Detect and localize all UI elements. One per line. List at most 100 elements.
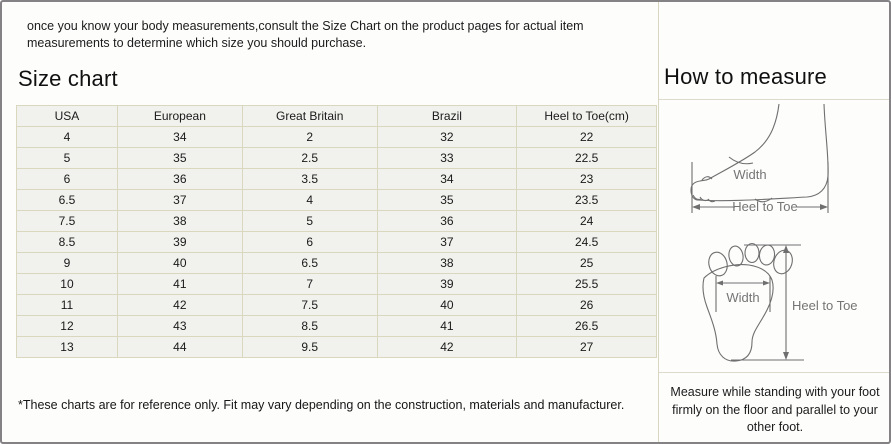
table-cell: 35 <box>116 147 243 169</box>
table-cell: 6 <box>16 168 118 190</box>
table-cell: 4 <box>241 189 378 211</box>
table-cell: 5 <box>241 210 378 232</box>
table-cell: 25 <box>516 252 657 274</box>
heel-to-toe-label: Heel to Toe <box>792 298 858 313</box>
foot-side-view-diagram: Width Heel to Toe <box>690 103 829 214</box>
table-header-row: USA European Great Britain Brazil Heel to To… <box>16 105 657 127</box>
table-row: 6.5 37 4 35 23.5 <box>16 189 657 211</box>
big-toe <box>708 251 728 277</box>
footnote-text: *These charts are for reference only. Fi… <box>18 398 625 412</box>
width-arrowhead-left <box>716 280 723 286</box>
table-cell: 38 <box>376 252 518 274</box>
table-header: USA European Great Britain Brazil Heel to To… <box>16 105 657 127</box>
table-row: 13 44 9.5 42 27 <box>16 336 657 358</box>
table-cell: 27 <box>516 336 657 358</box>
table-cell: 5 <box>16 147 118 169</box>
table-row: 8.5 39 6 37 24.5 <box>16 231 657 253</box>
column-header: Heel to Toe(cm) <box>516 105 657 127</box>
table-cell: 32 <box>376 126 518 148</box>
table-cell: 2 <box>241 126 378 148</box>
table-cell: 6.5 <box>241 252 378 274</box>
table-cell: 41 <box>116 273 243 295</box>
table-cell: 22.5 <box>516 147 657 169</box>
table-cell: 26.5 <box>516 315 657 337</box>
column-header: Brazil <box>376 105 518 127</box>
width-label: Width <box>726 290 759 305</box>
size-table-body: 4 34 2 32 22 5 35 2.5 33 22.5 6 36 3.5 34 23 6.5 37 4 35 23… <box>16 126 657 358</box>
arrowhead-left <box>692 204 700 210</box>
foot-print-diagram: Width Heel to Toe <box>702 242 858 362</box>
table-cell: 41 <box>376 315 518 337</box>
table-cell: 4 <box>16 126 118 148</box>
table-cell: 42 <box>116 294 243 316</box>
table-cell: 9.5 <box>241 336 378 358</box>
toe-3 <box>744 242 760 264</box>
width-label: Width <box>733 167 766 182</box>
table-cell: 22 <box>516 126 657 148</box>
toe-creases <box>692 194 716 203</box>
horizontal-divider-bottom <box>659 372 889 373</box>
intro-text: once you know your body measurements,con… <box>27 19 584 50</box>
table-cell: 35 <box>376 189 518 211</box>
table-cell: 43 <box>116 315 243 337</box>
table-cell: 7.5 <box>16 210 118 232</box>
table-row: 11 42 7.5 40 26 <box>16 294 657 316</box>
table-row: 5 35 2.5 33 22.5 <box>16 147 657 169</box>
table-cell: 37 <box>116 189 243 211</box>
table-cell: 8.5 <box>241 315 378 337</box>
toe-2 <box>728 245 744 267</box>
how-to-measure-title: How to measure <box>664 64 827 89</box>
vertical-divider <box>658 2 659 442</box>
horizontal-divider-top <box>659 99 889 100</box>
table-cell: 3.5 <box>241 168 378 190</box>
table-row: 12 43 8.5 41 26.5 <box>16 315 657 337</box>
table-cell: 40 <box>116 252 243 274</box>
table-cell: 38 <box>116 210 243 232</box>
table-cell: 23 <box>516 168 657 190</box>
table-cell: 26 <box>516 294 657 316</box>
table-cell: 39 <box>116 231 243 253</box>
table-row: 6 36 3.5 34 23 <box>16 168 657 190</box>
heel-toe-arrowhead-bottom <box>783 352 789 360</box>
table-cell: 34 <box>376 168 518 190</box>
table-cell: 34 <box>116 126 243 148</box>
table-cell: 39 <box>376 273 518 295</box>
table-cell: 11 <box>16 294 118 316</box>
table-cell: 40 <box>376 294 518 316</box>
table-cell: 25.5 <box>516 273 657 295</box>
foot-outline <box>690 103 829 202</box>
table-cell: 8.5 <box>16 231 118 253</box>
table-cell: 24.5 <box>516 231 657 253</box>
table-cell: 13 <box>16 336 118 358</box>
table-cell: 6.5 <box>16 189 118 211</box>
heel-to-toe-label: Heel to Toe <box>732 199 798 214</box>
column-header: European <box>116 105 243 127</box>
table-cell: 42 <box>376 336 518 358</box>
table-row: 4 34 2 32 22 <box>16 126 657 148</box>
size-chart-table: USA European Great Britain Brazil Heel to To… <box>16 105 657 358</box>
table-cell: 37 <box>376 231 518 253</box>
table-cell: 10 <box>16 273 118 295</box>
how-to-measure-section: How to measure Width Heel to Toe <box>659 2 889 442</box>
sole-outline <box>702 264 774 362</box>
table-row: 9 40 6.5 38 25 <box>16 252 657 274</box>
heel-toe-arrowhead-top <box>783 245 789 253</box>
table-cell: 33 <box>376 147 518 169</box>
column-header: USA <box>16 105 118 127</box>
arrowhead-right <box>820 204 828 210</box>
table-cell: 6 <box>241 231 378 253</box>
table-cell: 9 <box>16 252 118 274</box>
column-header: Great Britain <box>241 105 378 127</box>
width-arrowhead-right <box>763 280 770 286</box>
table-cell: 36 <box>376 210 518 232</box>
width-arc <box>728 156 754 165</box>
table-cell: 23.5 <box>516 189 657 211</box>
measure-note: Measure while standing with your foot fi… <box>670 385 880 434</box>
size-chart-title: Size chart <box>18 66 118 91</box>
table-cell: 7 <box>241 273 378 295</box>
table-row: 7.5 38 5 36 24 <box>16 210 657 232</box>
knuckle-line <box>701 176 713 181</box>
table-cell: 2.5 <box>241 147 378 169</box>
table-cell: 7.5 <box>241 294 378 316</box>
